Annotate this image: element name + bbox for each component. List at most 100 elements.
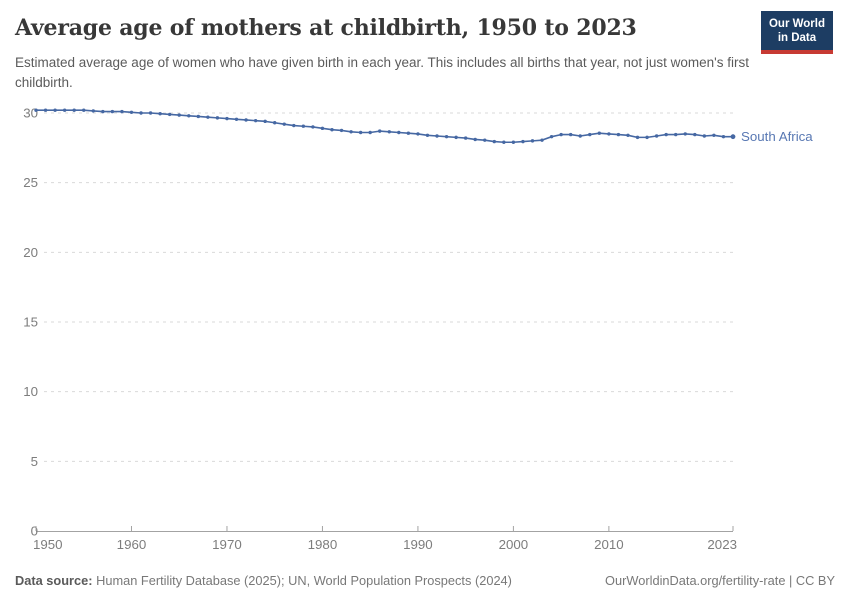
data-point[interactable] xyxy=(292,123,296,128)
data-point[interactable] xyxy=(225,116,229,121)
data-point[interactable] xyxy=(483,138,487,142)
data-point[interactable] xyxy=(110,109,115,114)
data-point[interactable] xyxy=(101,109,105,114)
x-axis-tick-label: 1990 xyxy=(403,537,433,552)
data-point[interactable] xyxy=(215,116,220,120)
data-point[interactable] xyxy=(645,135,649,140)
data-point[interactable] xyxy=(416,132,420,136)
data-point[interactable] xyxy=(72,108,76,112)
data-point[interactable] xyxy=(540,138,544,142)
data-point[interactable] xyxy=(730,134,736,140)
data-point[interactable] xyxy=(588,132,592,137)
chart-subtitle: Estimated average age of women who have … xyxy=(15,55,749,90)
data-point[interactable] xyxy=(234,117,239,121)
data-point[interactable] xyxy=(206,115,210,119)
y-axis-tick-label: 15 xyxy=(23,315,38,330)
x-axis-tick-label: 1950 xyxy=(33,537,63,552)
data-point[interactable] xyxy=(301,124,306,128)
data-point[interactable] xyxy=(626,133,630,137)
data-point[interactable] xyxy=(358,130,363,135)
chart-footer: Data source: Human Fertility Database (2… xyxy=(15,573,835,588)
data-point[interactable] xyxy=(454,135,458,140)
data-point[interactable] xyxy=(463,136,468,140)
data-point[interactable] xyxy=(339,128,344,133)
data-point[interactable] xyxy=(664,132,668,137)
data-point[interactable] xyxy=(244,118,248,122)
data-point[interactable] xyxy=(139,111,143,115)
data-point[interactable] xyxy=(320,126,325,131)
chart-title: Average age of mothers at childbirth, 19… xyxy=(15,15,637,41)
data-line[interactable] xyxy=(36,109,733,144)
data-point[interactable] xyxy=(654,134,659,138)
data-point[interactable] xyxy=(177,113,181,117)
x-axis-tick-label: 2023 xyxy=(707,537,737,552)
data-point[interactable] xyxy=(578,134,582,138)
data-point[interactable] xyxy=(502,140,506,144)
data-point[interactable] xyxy=(397,130,401,135)
data-point[interactable] xyxy=(129,110,134,115)
data-point[interactable] xyxy=(272,121,277,125)
data-point[interactable] xyxy=(253,118,258,123)
data-source-text: Human Fertility Database (2025); UN, Wor… xyxy=(92,573,512,588)
data-point[interactable] xyxy=(521,139,525,144)
data-point[interactable] xyxy=(378,129,382,133)
data-point[interactable] xyxy=(167,112,172,117)
data-point[interactable] xyxy=(263,119,267,124)
line-chart: 0 5 10 15 20 25 30 1950 1960 1970 1980 1990 2000 2010… xyxy=(0,93,850,563)
data-point[interactable] xyxy=(120,109,124,114)
data-point[interactable] xyxy=(559,132,563,137)
y-axis-tick-label: 10 xyxy=(23,384,38,399)
data-point[interactable] xyxy=(568,132,573,137)
data-point[interactable] xyxy=(349,130,353,134)
data-point[interactable] xyxy=(196,114,201,119)
y-axis-tick-label: 0 xyxy=(31,524,38,539)
owid-logo-line2: in Data xyxy=(777,32,817,45)
data-point[interactable] xyxy=(187,114,191,118)
data-point[interactable] xyxy=(387,130,391,134)
owid-logo: Our World in Data xyxy=(760,11,833,54)
x-axis-tick-label: 1970 xyxy=(212,537,242,552)
data-point[interactable] xyxy=(511,140,516,144)
data-point[interactable] xyxy=(444,134,449,139)
data-source-label: Data source: xyxy=(15,573,93,588)
series-label: South Africa xyxy=(741,129,813,144)
data-point[interactable] xyxy=(82,108,86,112)
data-point[interactable] xyxy=(62,108,67,112)
data-point[interactable] xyxy=(607,132,611,136)
data-point[interactable] xyxy=(635,135,640,140)
y-axis-tick-label: 25 xyxy=(23,175,38,190)
data-point[interactable] xyxy=(712,133,716,137)
data-point[interactable] xyxy=(330,128,334,132)
data-point[interactable] xyxy=(158,111,162,116)
data-point[interactable] xyxy=(473,137,477,142)
data-point[interactable] xyxy=(435,134,439,138)
data-point[interactable] xyxy=(368,130,372,135)
data-point[interactable] xyxy=(311,125,315,129)
data-point[interactable] xyxy=(549,134,554,139)
data-point[interactable] xyxy=(34,108,38,112)
data-point[interactable] xyxy=(492,139,497,144)
data-point[interactable] xyxy=(425,133,430,137)
data-point[interactable] xyxy=(597,131,602,135)
data-point[interactable] xyxy=(91,109,95,113)
data-point[interactable] xyxy=(530,139,535,143)
data-point[interactable] xyxy=(43,108,48,112)
data-point[interactable] xyxy=(702,134,707,138)
data-point[interactable] xyxy=(148,111,153,115)
y-axis-tick-label: 5 xyxy=(31,454,38,469)
data-point[interactable] xyxy=(674,132,678,137)
footer-link[interactable]: OurWorldinData.org/fertility-rate | CC B… xyxy=(605,573,835,588)
y-axis-tick-label: 20 xyxy=(23,245,38,260)
data-point[interactable] xyxy=(693,132,697,137)
data-point[interactable] xyxy=(683,132,687,136)
data-point[interactable] xyxy=(616,132,621,137)
data-point[interactable] xyxy=(721,134,726,139)
x-axis-tick-label: 1960 xyxy=(117,537,147,552)
data-point[interactable] xyxy=(53,108,57,112)
chart-canvas: 0 5 10 15 20 25 30 1950 1960 1970 1980 1990 2000 2010… xyxy=(23,106,813,553)
data-point[interactable] xyxy=(406,131,411,135)
data-source: Data source: Human Fertility Database (2… xyxy=(15,573,512,588)
data-point[interactable] xyxy=(282,122,286,126)
x-axis-tick-label: 2010 xyxy=(594,537,624,552)
